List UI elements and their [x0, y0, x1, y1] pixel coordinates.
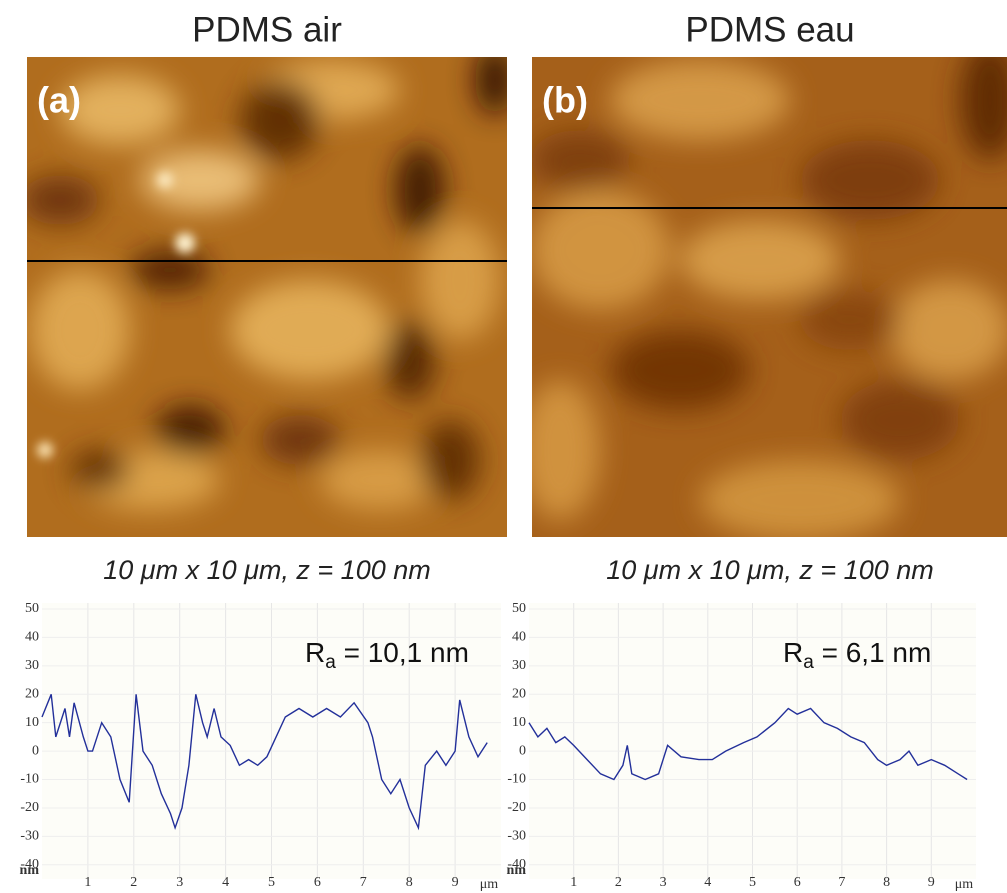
y-tick-label: -10 — [20, 772, 39, 787]
annotation: Ra = 6,1 nm — [783, 637, 931, 673]
y-tick-label: 40 — [512, 630, 526, 645]
y-tick-label: 10 — [25, 715, 39, 730]
annotation-symbol: R — [783, 637, 803, 668]
x-tick-label: 6 — [794, 875, 801, 890]
panel-title: PDMS eau — [685, 10, 854, 49]
y-tick-label: 20 — [512, 686, 526, 701]
annotation-text: = 10,1 nm — [336, 637, 469, 668]
annotation-subscript: a — [325, 652, 336, 673]
annotation-symbol: R — [305, 637, 325, 668]
x-tick-label: 2 — [130, 875, 137, 890]
y-tick-label: 30 — [25, 658, 39, 673]
x-tick-label: 1 — [84, 875, 91, 890]
x-tick-label: 6 — [314, 875, 321, 890]
caption: 10 μm x 10 μm, z = 100 nm — [103, 555, 430, 585]
profile-line — [528, 707, 968, 781]
panel-title: PDMS air — [192, 10, 342, 49]
y-tick-label: -30 — [507, 829, 526, 844]
x-axis-unit: μm — [480, 877, 499, 892]
annotation-text: = 6,1 nm — [814, 637, 932, 668]
y-tick-label: 10 — [512, 715, 526, 730]
x-tick-label: 5 — [268, 875, 275, 890]
x-tick-label: 7 — [838, 875, 845, 890]
profile-line — [41, 694, 488, 831]
y-tick-label: 0 — [32, 743, 39, 758]
y-tick-label: -20 — [507, 800, 526, 815]
y-tick-label: 30 — [512, 658, 526, 673]
x-tick-label: 5 — [749, 875, 756, 890]
y-axis-unit: nm — [507, 863, 527, 878]
x-tick-label: 3 — [660, 875, 667, 890]
y-tick-label: -10 — [507, 772, 526, 787]
x-tick-label: 9 — [452, 875, 459, 890]
x-tick-label: 1 — [570, 875, 577, 890]
x-axis-unit: μm — [955, 877, 974, 892]
afm-image-b — [532, 57, 1007, 537]
x-tick-label: 4 — [704, 875, 711, 890]
x-tick-label: 2 — [615, 875, 622, 890]
y-tick-label: -20 — [20, 800, 39, 815]
panel-label: (a) — [37, 80, 81, 121]
y-axis-unit: nm — [20, 863, 40, 878]
y-tick-label: 40 — [25, 630, 39, 645]
annotation: Ra = 10,1 nm — [305, 637, 469, 673]
x-tick-label: 7 — [360, 875, 367, 890]
x-tick-label: 4 — [222, 875, 229, 890]
x-tick-label: 9 — [928, 875, 935, 890]
y-tick-label: 0 — [519, 743, 526, 758]
x-tick-label: 3 — [176, 875, 183, 890]
annotation-subscript: a — [803, 652, 814, 673]
y-tick-label: 50 — [25, 601, 39, 616]
x-tick-label: 8 — [883, 875, 890, 890]
panel-label: (b) — [542, 80, 588, 121]
caption: 10 μm x 10 μm, z = 100 nm — [606, 555, 933, 585]
x-tick-label: 8 — [406, 875, 413, 890]
y-tick-label: -40 — [507, 857, 526, 872]
y-tick-label: 50 — [512, 601, 526, 616]
y-tick-label: -40 — [20, 857, 39, 872]
afm-image-a — [27, 57, 507, 537]
y-tick-label: -30 — [20, 829, 39, 844]
y-tick-label: 20 — [25, 686, 39, 701]
